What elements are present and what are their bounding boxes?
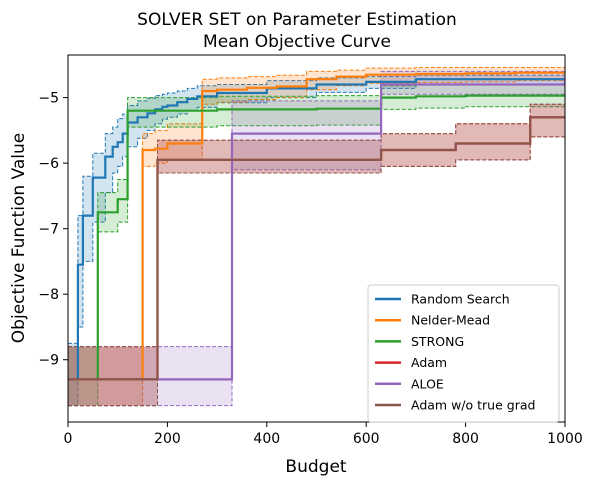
adam-w-o-true-grad-line [68, 116, 565, 381]
strong-line [68, 94, 565, 381]
legend-label-nelder-mead: Nelder-Mead [411, 313, 490, 328]
aloe-band [68, 71, 565, 406]
x-axis-ticks: 0 200 400 600 800 1000 [64, 422, 583, 447]
random-search-lower-bound [68, 84, 565, 407]
x-axis-label: Budget [285, 457, 346, 477]
y-tick-label: −5 [38, 91, 59, 107]
legend-label-random-search: Random Search [411, 292, 510, 307]
chart-title-line-1: SOLVER SET on Parameter Estimation [137, 10, 457, 30]
x-tick-label: 400 [253, 431, 280, 447]
confidence-bands [68, 67, 565, 407]
legend: Random Search Nelder-Mead STRONG Adam ALOE Ad… [367, 284, 560, 423]
legend-label-adam: Adam [411, 355, 447, 370]
series-lines [68, 71, 565, 381]
aloe-upper-bound [68, 70, 565, 348]
y-tick-label: −9 [38, 353, 59, 369]
x-tick-label: 600 [353, 431, 380, 447]
aloe-line [68, 77, 565, 381]
y-tick-label: −7 [38, 222, 59, 238]
x-tick-label: 800 [452, 431, 479, 447]
y-axis-ticks: −9 −8 −7 −6 −5 [38, 91, 68, 369]
x-tick-label: 1000 [547, 431, 583, 447]
legend-label-aloe: ALOE [411, 376, 444, 391]
x-tick-label: 200 [154, 431, 181, 447]
y-tick-label: −6 [38, 156, 59, 172]
nelder-mead-upper-bound [68, 67, 565, 348]
chart-title-line-2: Mean Objective Curve [203, 32, 391, 52]
x-tick-label: 0 [64, 431, 73, 447]
legend-label-adam-w-o-true-grad: Adam w/o true grad [411, 398, 535, 413]
plot-frame [67, 54, 566, 423]
legend-box [367, 284, 560, 423]
legend-label-strong: STRONG [411, 334, 464, 349]
y-tick-label: −8 [38, 287, 59, 303]
adam-w-o-true-grad-band [68, 104, 565, 406]
y-axis-label: Objective Function Value [9, 133, 29, 343]
adam-band [68, 104, 565, 406]
nelder-mead-band [68, 67, 565, 406]
random-search-upper-bound [68, 74, 565, 344]
nelder-mead-line [68, 71, 565, 381]
